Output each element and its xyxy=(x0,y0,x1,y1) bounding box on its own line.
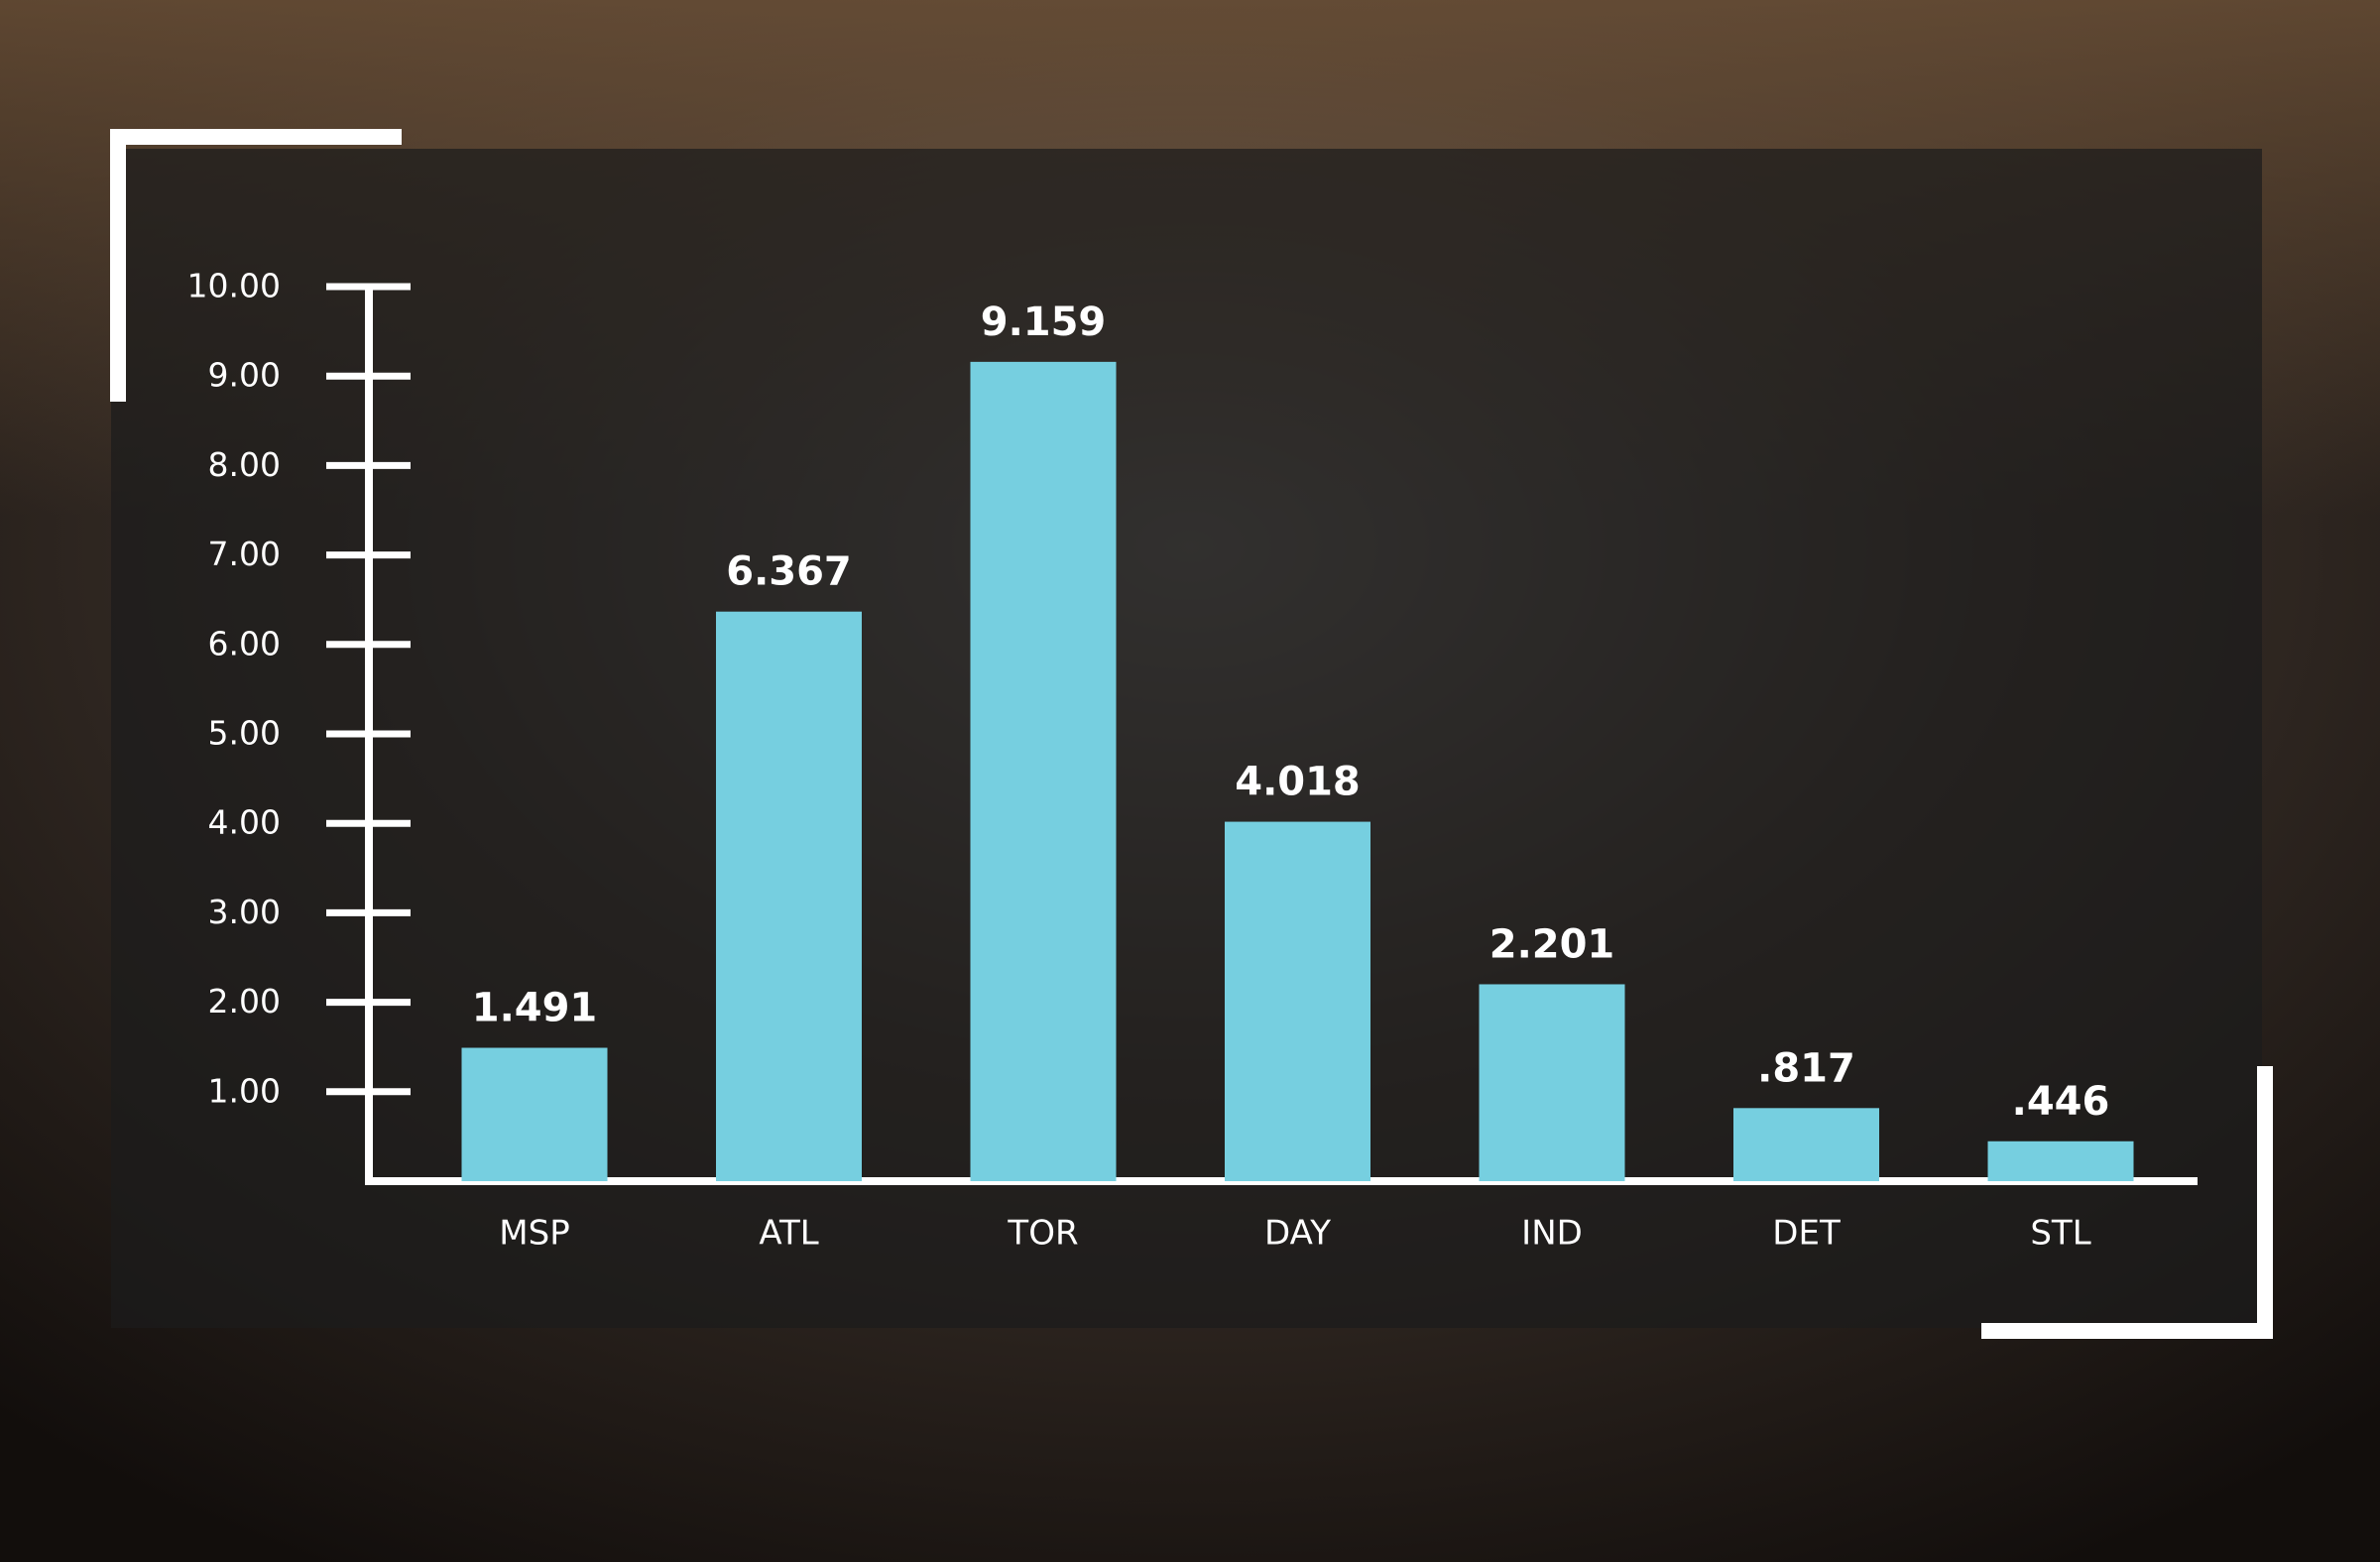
x-tick-label: STL xyxy=(2030,1214,2090,1254)
bar xyxy=(1479,984,1625,1181)
bar xyxy=(1987,1141,2134,1181)
value-label: .446 xyxy=(2012,1079,2110,1125)
bar xyxy=(1225,821,1370,1181)
value-label: 6.367 xyxy=(726,549,852,595)
y-tick-label: 1.00 xyxy=(208,1071,281,1110)
y-tick-label: 4.00 xyxy=(208,803,281,842)
y-tick-label: 2.00 xyxy=(208,982,281,1021)
x-tick-label: ATL xyxy=(759,1214,818,1254)
value-label: 9.159 xyxy=(981,300,1107,345)
value-label: 4.018 xyxy=(1235,760,1361,805)
y-tick-label: 10.00 xyxy=(187,267,281,305)
y-tick-label: 8.00 xyxy=(208,445,281,484)
value-label: 2.201 xyxy=(1489,921,1615,967)
y-tick-label: 3.00 xyxy=(208,893,281,931)
value-label: 1.491 xyxy=(472,986,598,1031)
value-label: .817 xyxy=(1757,1045,1855,1091)
plot-area: 1.00 2.00 3.00 4.00 5.00 6.00 7.00 8.00 9.00 10.0… xyxy=(187,267,2198,1254)
corner-bracket xyxy=(1981,1066,2273,1339)
chart-panel xyxy=(111,149,2262,1328)
y-tick-label: 7.00 xyxy=(208,535,281,573)
bar xyxy=(716,611,862,1181)
x-tick-label: DAY xyxy=(1264,1214,1331,1254)
corner-bracket xyxy=(110,129,402,402)
y-tick-label: 5.00 xyxy=(208,714,281,753)
y-tick-label: 6.00 xyxy=(208,624,281,662)
bar xyxy=(1733,1108,1879,1181)
bar xyxy=(970,361,1117,1182)
x-tick-label: TOR xyxy=(1007,1214,1078,1254)
x-tick-label: MSP xyxy=(499,1214,569,1254)
x-tick-label: IND xyxy=(1521,1214,1583,1254)
y-tick-label: 9.00 xyxy=(208,356,281,395)
x-tick-label: DET xyxy=(1772,1214,1841,1254)
bar xyxy=(461,1047,608,1181)
